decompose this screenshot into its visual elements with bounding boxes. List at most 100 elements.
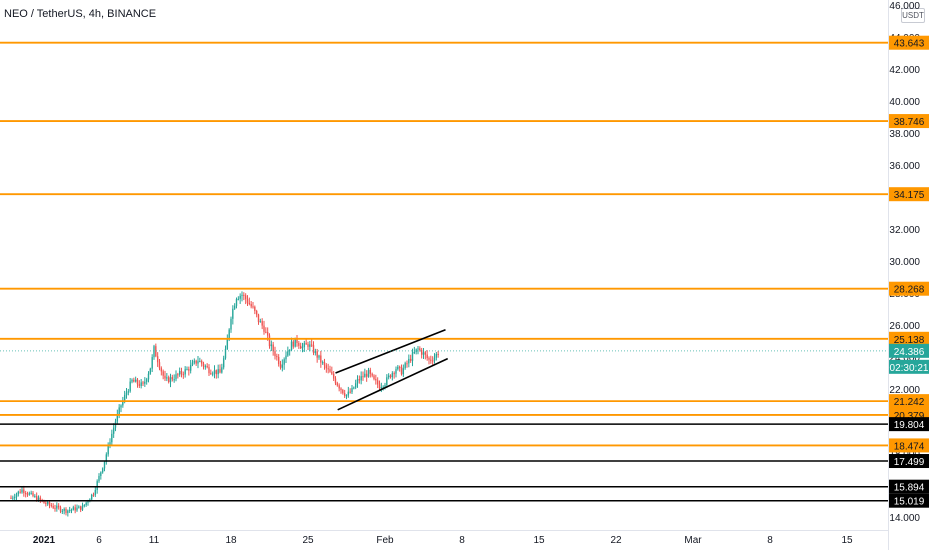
candle-body: [270, 344, 273, 347]
level-price-label: 15.894: [894, 483, 925, 494]
candle-body: [211, 373, 214, 375]
candle-body: [208, 367, 210, 374]
candle-body: [332, 373, 335, 379]
candle-body: [233, 305, 236, 309]
candle-body: [228, 329, 230, 339]
candle-body: [321, 362, 324, 364]
candle-body: [37, 497, 40, 501]
y-tick-label: 32.000: [889, 225, 920, 236]
candle-body: [323, 362, 326, 366]
candle-body: [367, 369, 370, 377]
candle-body: [314, 351, 317, 353]
candle-body: [34, 495, 36, 497]
candle-body: [191, 362, 194, 365]
symbol-label[interactable]: NEO / TetherUS: [4, 8, 83, 20]
candle-body: [327, 368, 329, 370]
x-tick-label: 6: [96, 535, 102, 546]
candle-body: [263, 325, 265, 332]
y-tick-label: 22.000: [889, 385, 920, 396]
candle-body: [195, 360, 197, 364]
candle-body: [369, 369, 372, 374]
candle-body: [305, 343, 307, 345]
countdown-label: 02:30:21: [890, 363, 929, 374]
candle-body: [138, 384, 141, 386]
x-tick-label: 25: [302, 535, 314, 546]
x-tick-label: 11: [149, 535, 160, 546]
candle-body: [354, 383, 357, 388]
candle-body: [103, 461, 106, 469]
candle-body: [248, 302, 251, 304]
candle-body: [411, 352, 414, 361]
candle-body: [353, 387, 355, 389]
candle-body: [433, 357, 436, 361]
level-price-badge: [889, 417, 929, 432]
candle-body: [378, 384, 381, 389]
candle-body: [310, 344, 313, 346]
candle-body: [204, 366, 207, 368]
candle-body: [360, 376, 362, 381]
candle-body: [391, 373, 394, 378]
candle-body: [24, 493, 27, 495]
candle-body: [79, 506, 82, 510]
level-price-badge: [889, 281, 929, 296]
candle-body: [318, 355, 320, 358]
candle-body: [376, 380, 379, 385]
x-tick-label: 8: [767, 535, 773, 546]
candle-body: [186, 369, 188, 371]
y-tick-label: 26.000: [889, 321, 920, 332]
channel-upper-line[interactable]: [335, 329, 446, 374]
candle-body: [50, 505, 53, 507]
candle-body: [400, 367, 403, 375]
candle-body: [57, 505, 60, 508]
level-price-badge: [889, 35, 929, 50]
candle-body: [149, 368, 152, 374]
y-tick-label: 46.000: [889, 1, 920, 12]
candle-body: [92, 494, 95, 496]
candle-body: [279, 364, 282, 368]
candle-body: [276, 356, 278, 358]
current-price-label: 24.386: [894, 347, 925, 358]
interval-label[interactable]: 4h: [88, 8, 102, 20]
level-price-badge: [889, 454, 929, 469]
candle-body: [122, 400, 124, 406]
candle-body: [222, 358, 225, 368]
candle-body: [382, 386, 384, 388]
countdown-badge: [889, 359, 929, 374]
candle-body: [257, 314, 260, 322]
candle-body: [265, 331, 267, 333]
candle-body: [243, 294, 245, 296]
y-tick-label: 30.000: [889, 257, 920, 268]
candle-body: [74, 507, 76, 511]
candle-body: [342, 390, 344, 394]
candle-body: [151, 357, 153, 369]
candle-body: [144, 381, 146, 384]
candle-body: [422, 352, 425, 355]
candle-body: [224, 349, 227, 359]
candle-body: [437, 354, 439, 356]
candle-body: [255, 310, 258, 315]
candle-body: [127, 391, 130, 393]
candle-body: [12, 497, 14, 499]
candle-body: [424, 352, 427, 355]
candle-body: [167, 377, 170, 383]
candle-body: [338, 385, 340, 389]
currency-button[interactable]: USDT: [901, 8, 925, 23]
candle-body: [364, 373, 366, 377]
candle-body: [56, 505, 58, 509]
level-price-badge: [889, 114, 929, 129]
candle-body: [59, 507, 62, 512]
channel-lower-line[interactable]: [337, 357, 449, 411]
x-tick-label: 18: [225, 535, 237, 546]
candle-body: [145, 379, 148, 382]
candle-body: [239, 295, 241, 299]
candle-body: [153, 346, 155, 358]
candle-body: [202, 363, 205, 367]
candle-body: [232, 308, 234, 319]
candle-body: [219, 369, 221, 373]
candle-body: [21, 489, 23, 493]
candle-body: [107, 444, 109, 455]
candle-body: [193, 360, 196, 363]
candle-body: [362, 376, 364, 378]
level-price-badge: [889, 331, 929, 346]
